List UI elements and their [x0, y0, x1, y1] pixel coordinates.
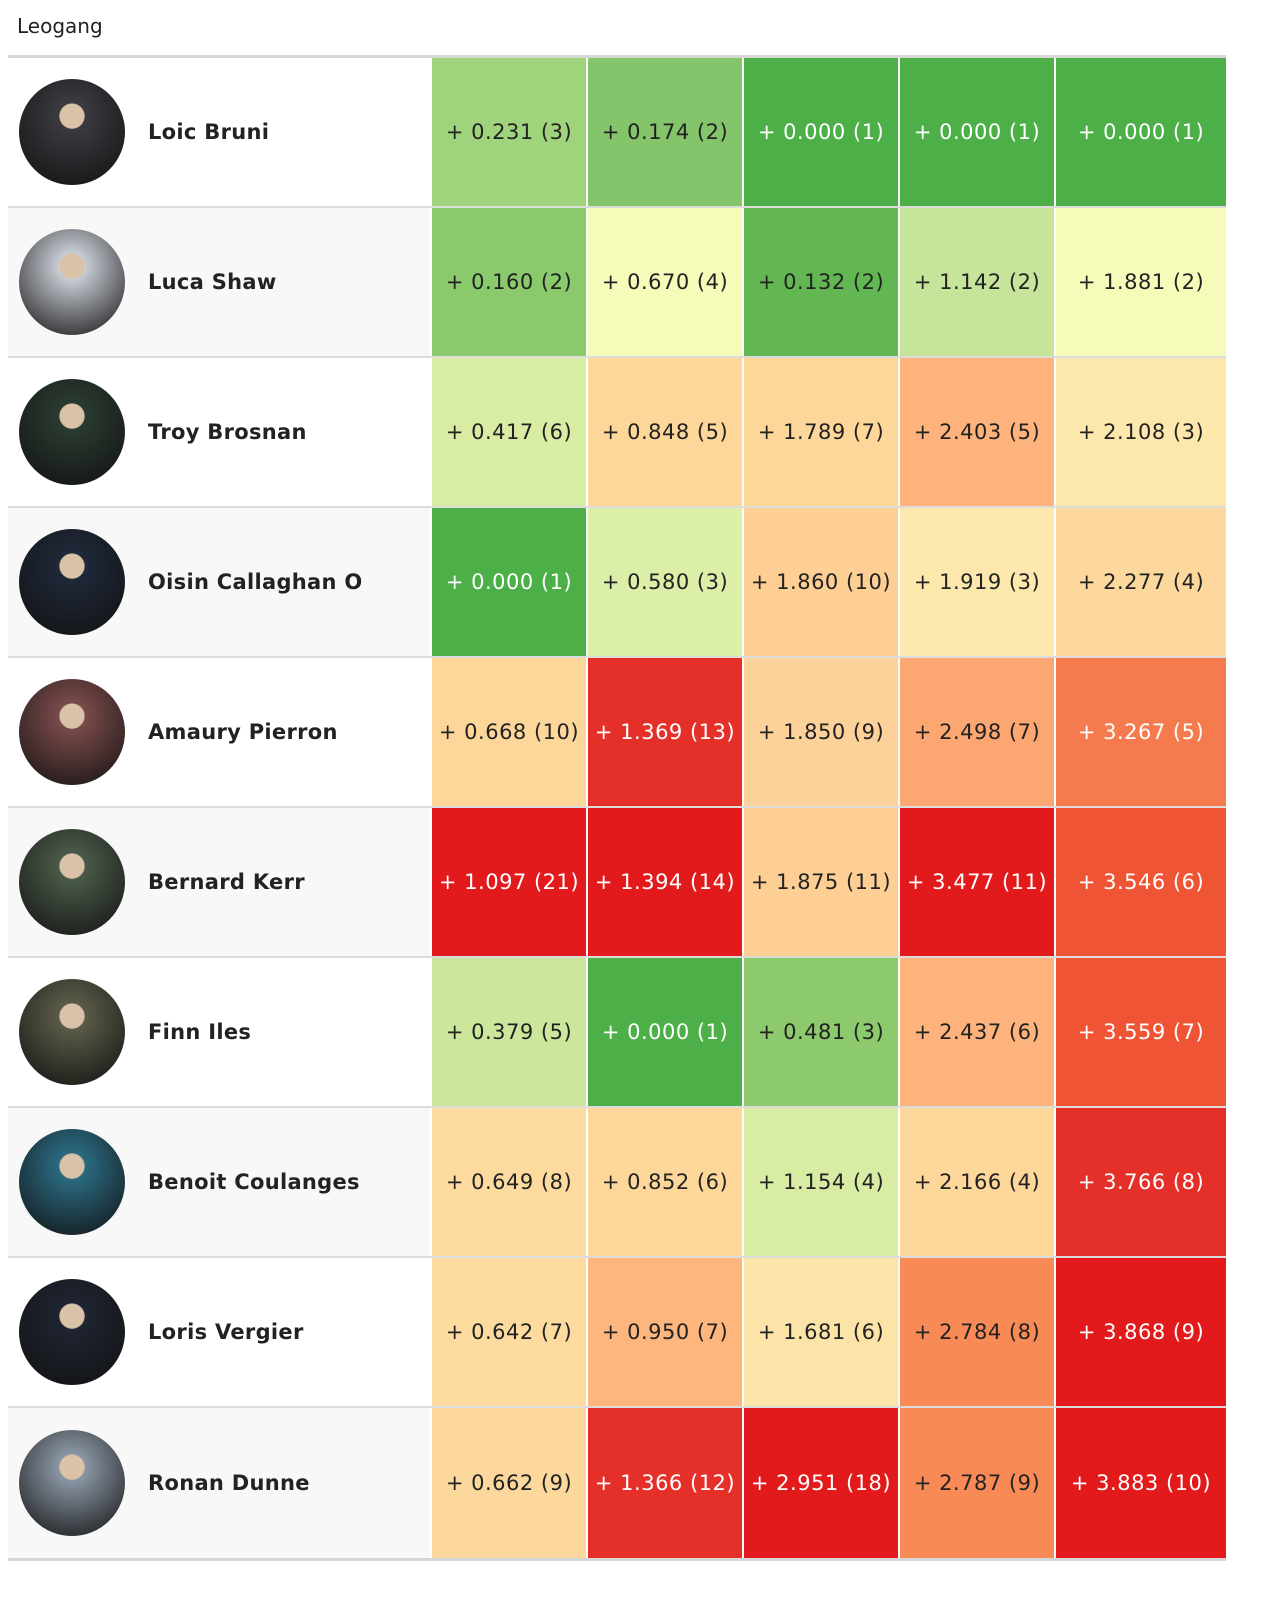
split-cell: + 2.277 (4) — [1054, 508, 1226, 656]
split-cell: + 1.789 (7) — [742, 358, 898, 506]
split-cell: + 1.142 (2) — [898, 208, 1054, 356]
split-cell: + 2.403 (5) — [898, 358, 1054, 506]
rider-cell: Troy Brosnan — [8, 358, 430, 506]
rider-name: Ronan Dunne — [148, 1471, 310, 1495]
rider-cell: Loris Vergier — [8, 1258, 430, 1406]
split-cell: + 1.681 (6) — [742, 1258, 898, 1406]
table-row: Amaury Pierron + 0.668 (10) + 1.369 (13) + … — [8, 658, 1226, 808]
split-cell: + 0.649 (8) — [430, 1108, 586, 1256]
split-cell: + 3.868 (9) — [1054, 1258, 1226, 1406]
split-cell: + 2.108 (3) — [1054, 358, 1226, 506]
split-cell: + 1.881 (2) — [1054, 208, 1226, 356]
avatar — [19, 1430, 125, 1536]
avatar — [19, 1129, 125, 1235]
split-cell: + 2.784 (8) — [898, 1258, 1054, 1406]
rider-name: Oisin Callaghan O — [148, 570, 363, 594]
avatar — [19, 79, 125, 185]
table-row: Finn Iles + 0.379 (5) + 0.000 (1) + 0.481 (… — [8, 958, 1226, 1108]
split-cell: + 0.000 (1) — [430, 508, 586, 656]
split-cell: + 2.437 (6) — [898, 958, 1054, 1106]
rider-cell: Oisin Callaghan O — [8, 508, 430, 656]
split-cell: + 3.559 (7) — [1054, 958, 1226, 1106]
rider-cell: Finn Iles — [8, 958, 430, 1106]
rider-cell: Loic Bruni — [8, 58, 430, 206]
avatar — [19, 379, 125, 485]
split-cell: + 0.132 (2) — [742, 208, 898, 356]
rider-name: Finn Iles — [148, 1020, 252, 1044]
split-cell: + 0.160 (2) — [430, 208, 586, 356]
split-cell: + 1.860 (10) — [742, 508, 898, 656]
split-cell: + 0.379 (5) — [430, 958, 586, 1106]
split-cell: + 0.848 (5) — [586, 358, 742, 506]
rider-name: Luca Shaw — [148, 270, 277, 294]
table-row: Benoit Coulanges + 0.649 (8) + 0.852 (6) + … — [8, 1108, 1226, 1258]
split-cell: + 3.477 (11) — [898, 808, 1054, 956]
page-title: Leogang — [17, 14, 103, 38]
split-cell: + 0.000 (1) — [1054, 58, 1226, 206]
split-cell: + 0.000 (1) — [742, 58, 898, 206]
rider-name: Bernard Kerr — [148, 870, 305, 894]
split-cell: + 3.883 (10) — [1054, 1408, 1226, 1558]
split-cell: + 0.000 (1) — [586, 958, 742, 1106]
avatar — [19, 679, 125, 785]
split-cell: + 1.097 (21) — [430, 808, 586, 956]
avatar — [19, 529, 125, 635]
split-cell: + 2.166 (4) — [898, 1108, 1054, 1256]
avatar — [19, 979, 125, 1085]
split-cell: + 1.369 (13) — [586, 658, 742, 806]
results-table: Loic Bruni + 0.231 (3) + 0.174 (2) + 0.000 … — [8, 55, 1226, 1561]
split-cell: + 2.951 (18) — [742, 1408, 898, 1558]
avatar — [19, 829, 125, 935]
rider-name: Loic Bruni — [148, 120, 270, 144]
split-cell: + 0.670 (4) — [586, 208, 742, 356]
split-cell: + 0.950 (7) — [586, 1258, 742, 1406]
rider-cell: Benoit Coulanges — [8, 1108, 430, 1256]
split-cell: + 0.580 (3) — [586, 508, 742, 656]
rider-name: Loris Vergier — [148, 1320, 304, 1344]
split-cell: + 1.919 (3) — [898, 508, 1054, 656]
split-cell: + 3.766 (8) — [1054, 1108, 1226, 1256]
rider-cell: Luca Shaw — [8, 208, 430, 356]
split-cell: + 0.174 (2) — [586, 58, 742, 206]
split-cell: + 1.394 (14) — [586, 808, 742, 956]
split-cell: + 0.231 (3) — [430, 58, 586, 206]
rider-name: Benoit Coulanges — [148, 1170, 360, 1194]
split-cell: + 0.662 (9) — [430, 1408, 586, 1558]
rider-cell: Bernard Kerr — [8, 808, 430, 956]
table-row: Loris Vergier + 0.642 (7) + 0.950 (7) + 1.6… — [8, 1258, 1226, 1408]
split-cell: + 0.642 (7) — [430, 1258, 586, 1406]
split-cell: + 0.481 (3) — [742, 958, 898, 1106]
split-cell: + 1.366 (12) — [586, 1408, 742, 1558]
table-row: Oisin Callaghan O + 0.000 (1) + 0.580 (3) +… — [8, 508, 1226, 658]
split-cell: + 2.498 (7) — [898, 658, 1054, 806]
avatar — [19, 229, 125, 335]
split-cell: + 1.154 (4) — [742, 1108, 898, 1256]
split-cell: + 0.000 (1) — [898, 58, 1054, 206]
split-cell: + 0.668 (10) — [430, 658, 586, 806]
rider-cell: Ronan Dunne — [8, 1408, 430, 1558]
table-row: Luca Shaw + 0.160 (2) + 0.670 (4) + 0.132 (… — [8, 208, 1226, 358]
split-cell: + 2.787 (9) — [898, 1408, 1054, 1558]
table-row: Bernard Kerr + 1.097 (21) + 1.394 (14) + 1.… — [8, 808, 1226, 958]
split-cell: + 0.417 (6) — [430, 358, 586, 506]
table-row: Loic Bruni + 0.231 (3) + 0.174 (2) + 0.000 … — [8, 58, 1226, 208]
split-cell: + 1.875 (11) — [742, 808, 898, 956]
rider-name: Troy Brosnan — [148, 420, 307, 444]
rider-name: Amaury Pierron — [148, 720, 338, 744]
avatar — [19, 1279, 125, 1385]
table-row: Troy Brosnan + 0.417 (6) + 0.848 (5) + 1.78… — [8, 358, 1226, 508]
split-cell: + 3.546 (6) — [1054, 808, 1226, 956]
split-cell: + 3.267 (5) — [1054, 658, 1226, 806]
split-cell: + 1.850 (9) — [742, 658, 898, 806]
rider-cell: Amaury Pierron — [8, 658, 430, 806]
split-cell: + 0.852 (6) — [586, 1108, 742, 1256]
table-row: Ronan Dunne + 0.662 (9) + 1.366 (12) + 2.95… — [8, 1408, 1226, 1558]
